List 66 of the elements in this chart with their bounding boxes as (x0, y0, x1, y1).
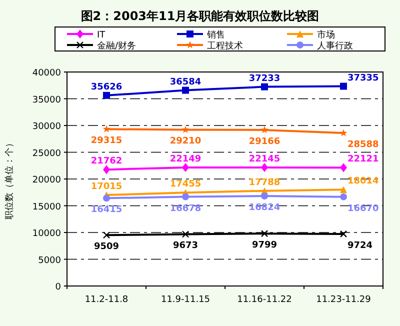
y-tick-label: 0 (55, 282, 62, 292)
y-axis-title: 职位数（单位：个） (4, 138, 15, 220)
data-label: 9724 (348, 240, 373, 251)
point (182, 230, 190, 238)
y-tick-label: 30000 (32, 122, 62, 132)
data-label: 29315 (90, 136, 122, 146)
x-tick-label: 11.16-11.22 (237, 295, 292, 305)
x-tick-label: 11.9-11.15 (160, 295, 210, 305)
data-label: 17788 (248, 178, 280, 188)
y-tick-label: 15000 (32, 202, 62, 212)
point (182, 86, 189, 94)
y-tick-label: 20000 (32, 176, 62, 186)
point (261, 83, 268, 90)
data-label: 29166 (248, 136, 280, 147)
point (103, 194, 110, 202)
point (340, 163, 347, 172)
point (103, 165, 110, 174)
legend-label: IT (97, 30, 106, 40)
y-tick-label: 25000 (32, 148, 62, 159)
data-label: 18014 (348, 176, 379, 187)
data-label: 37335 (348, 73, 379, 84)
legend-label: 市场 (317, 30, 335, 40)
data-label: 36584 (170, 77, 202, 88)
point (182, 163, 189, 172)
point (340, 193, 347, 200)
y-tick-label: 35000 (32, 95, 62, 106)
point (102, 125, 110, 132)
data-label: 28588 (348, 140, 379, 150)
data-label: 29210 (170, 136, 202, 147)
y-tick-label: 10000 (32, 229, 62, 239)
data-label: 16670 (348, 204, 379, 214)
point (340, 129, 348, 136)
chart-title: 图2：2003年11月各职能有效职位数比较图 (80, 9, 320, 23)
y-tick-label: 5000 (38, 256, 62, 266)
point (260, 126, 268, 134)
data-label: 21762 (90, 156, 122, 167)
data-label: 22149 (170, 154, 202, 165)
data-label: 16415 (90, 205, 122, 216)
point (340, 82, 347, 90)
legend-label: 金融/财务 (97, 40, 136, 52)
data-label: 9509 (94, 242, 120, 252)
legend-label: 工程技术 (207, 40, 243, 52)
data-label: 9673 (172, 241, 198, 252)
data-label: 35626 (90, 82, 122, 92)
data-label: 9799 (252, 240, 278, 251)
legend-label: 人事行政 (317, 40, 353, 52)
point (260, 230, 268, 238)
legend-label: 销售 (206, 30, 225, 40)
data-label: 16678 (170, 204, 202, 214)
y-tick-label: 40000 (32, 68, 62, 78)
data-label: 37233 (248, 74, 280, 84)
data-label: 17455 (170, 180, 202, 190)
x-tick-label: 11.2-11.8 (84, 295, 128, 305)
point (261, 163, 268, 172)
point (103, 92, 110, 99)
data-label: 22121 (348, 154, 379, 165)
point (261, 192, 268, 200)
point (340, 230, 348, 238)
data-label: 16824 (248, 202, 280, 213)
data-label: 17015 (90, 182, 122, 192)
point (182, 193, 189, 200)
x-tick-label: 11.23-11.29 (316, 295, 372, 305)
point (340, 186, 347, 194)
point (102, 232, 110, 239)
point (182, 126, 190, 133)
data-label: 22145 (248, 154, 280, 165)
